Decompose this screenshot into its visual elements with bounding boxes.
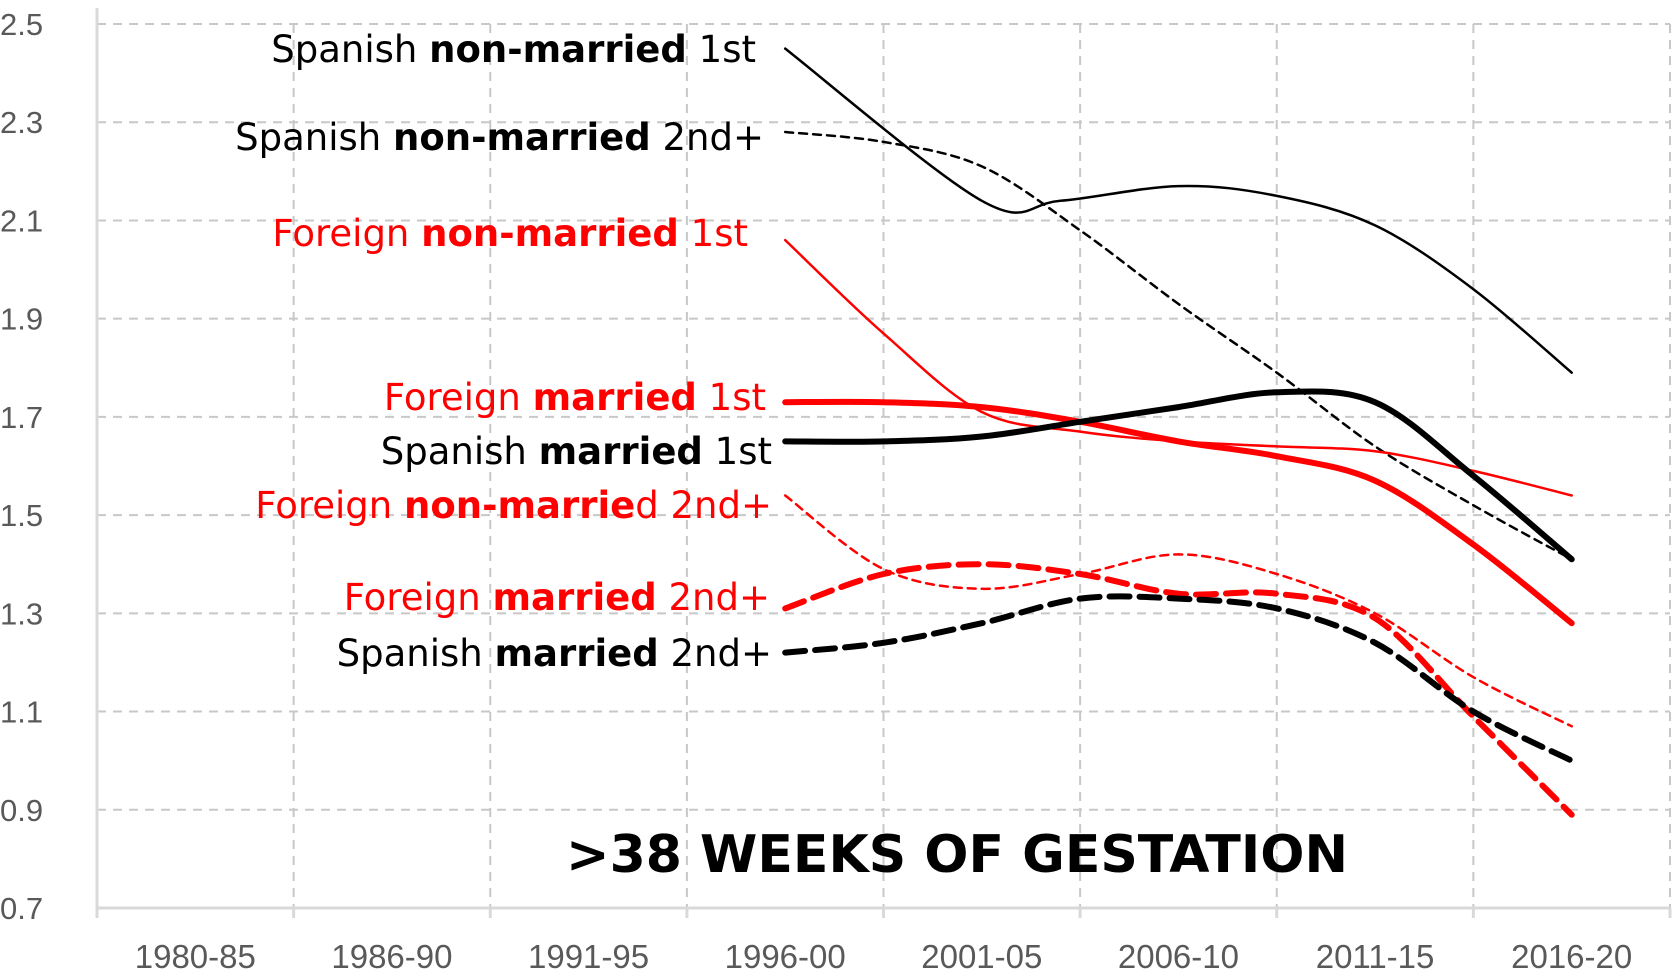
- series-label-part: non-marrie: [404, 484, 635, 527]
- x-tick-label: 1986-90: [331, 938, 452, 975]
- y-axis-tick-labels: 0.7 0.9 1.1 1.3 1.5 1.7 1.9 2.1 2.3 2.5: [0, 7, 43, 926]
- series-label-part: married: [494, 632, 658, 675]
- y-tick-label: 1.5: [0, 498, 43, 533]
- y-tick-label: 1.7: [0, 400, 43, 435]
- series-line-es-nm-1: [783, 47, 1573, 374]
- series-label-part: 1st: [687, 28, 756, 71]
- series-label-es-m-2: Spanish married 2nd+: [337, 632, 772, 675]
- y-tick-label: 0.9: [0, 793, 43, 828]
- x-tick-label: 1980-85: [135, 938, 256, 975]
- series-label-part: 1st: [703, 430, 772, 473]
- series-label-part: d 2nd+: [635, 484, 772, 527]
- series-label-part: 2nd+: [651, 116, 764, 159]
- series-label-part: married: [539, 430, 703, 473]
- chart-title: >38 WEEKS OF GESTATION: [566, 825, 1348, 885]
- y-tick-label: 2.5: [0, 7, 43, 42]
- series-label-fr-nm-1: Foreign non-married 1st: [272, 212, 748, 255]
- series-line-es-m-1: [782, 388, 1575, 563]
- x-tick-label: 1996-00: [725, 938, 846, 975]
- chart-axes: [95, 8, 1672, 918]
- series-label-part: Spanish: [235, 116, 393, 159]
- series-label-part: 1st: [679, 212, 748, 255]
- series-line-fr-m-1: [782, 398, 1575, 627]
- series-label-es-m-1: Spanish married 1st: [381, 430, 772, 473]
- y-tick-label: 1.3: [0, 596, 43, 631]
- y-tick-label: 2.3: [0, 105, 43, 140]
- series-label-part: non-married: [421, 212, 679, 255]
- series-lines: [782, 47, 1575, 818]
- y-tick-label: 0.7: [0, 891, 43, 926]
- y-tick-label: 1.1: [0, 695, 43, 730]
- series-label-part: non-married: [393, 116, 651, 159]
- series-label-part: non-married: [429, 28, 687, 71]
- series-line-es-nm-2: [783, 130, 1573, 561]
- chart-grid: [97, 23, 1671, 908]
- series-label-fr-nm-2: Foreign non-married 2nd+: [255, 484, 772, 527]
- series-label-part: 2nd+: [657, 576, 770, 619]
- series-line-fr-nm-2: [783, 494, 1573, 728]
- series-label-part: Spanish: [381, 430, 539, 473]
- series-line-fr-m-2: [782, 561, 1575, 818]
- series-label-part: married: [492, 576, 656, 619]
- series-label-part: 2nd+: [659, 632, 772, 675]
- series-label-part: Foreign: [272, 212, 421, 255]
- series-label-fr-m-2: Foreign married 2nd+: [344, 576, 770, 619]
- series-label-part: Foreign: [255, 484, 404, 527]
- x-tick-label: 2006-10: [1118, 938, 1239, 975]
- series-label-part: Spanish: [337, 632, 495, 675]
- x-axis-tick-labels: 1980-85 1986-90 1991-95 1996-00 2001-05 2006-…: [135, 938, 1632, 975]
- series-line-es-m-2: [782, 593, 1575, 764]
- x-tick-label: 1991-95: [528, 938, 649, 975]
- series-label-part: Spanish: [271, 28, 429, 71]
- series-label-es-nm-2: Spanish non-married 2nd+: [235, 116, 764, 159]
- series-label-part: Foreign: [384, 376, 533, 419]
- y-tick-label: 1.9: [0, 302, 43, 337]
- series-label-fr-m-1: Foreign married 1st: [384, 376, 766, 419]
- series-label-part: married: [533, 376, 697, 419]
- y-tick-label: 2.1: [0, 203, 43, 238]
- series-label-es-nm-1: Spanish non-married 1st: [271, 28, 756, 71]
- series-label-part: 1st: [697, 376, 766, 419]
- x-tick-label: 2011-15: [1316, 938, 1435, 975]
- x-tick-label: 2001-05: [921, 938, 1042, 975]
- x-tick-label: 2016-20: [1511, 938, 1632, 975]
- series-label-part: Foreign: [344, 576, 493, 619]
